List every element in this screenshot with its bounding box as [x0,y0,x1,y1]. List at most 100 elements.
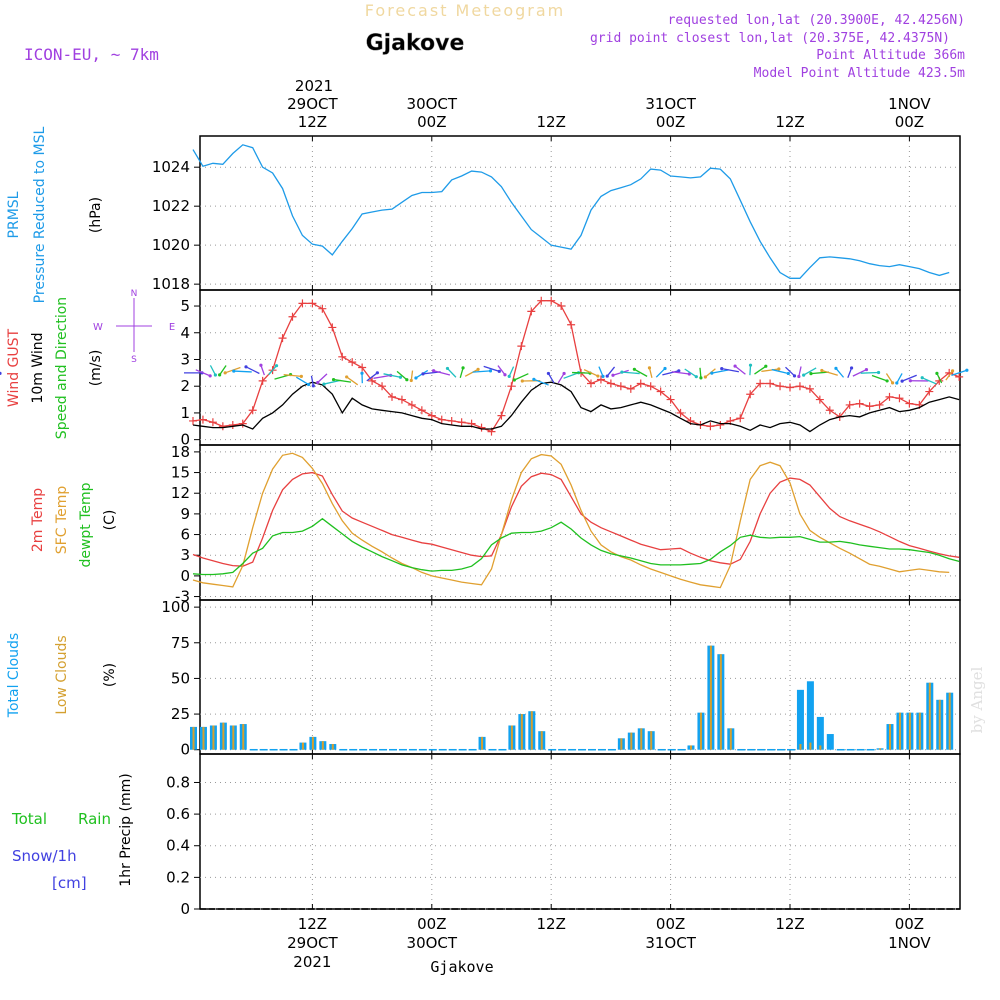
y-tick-label: 3 [180,350,190,368]
wind-direction-arrow [655,368,666,378]
wind-direction-arrowhead [632,367,636,371]
precip-snow-label: Snow/1h [12,847,77,865]
gust-marker [238,419,247,428]
wind-direction-arrowhead [720,367,724,371]
wind-direction-arrow [366,372,378,382]
wind-direction-arrow [433,370,451,376]
chart-area: 1018102010221024012345-30369121518025507… [0,95,969,971]
wind-direction-arrowhead [306,382,311,387]
gust-marker [905,399,914,408]
wind-direction-arrow [648,367,653,378]
wind-direction-arrowhead [431,369,436,373]
temp-sfc-label: SFC Temp [54,486,70,555]
gust-marker [716,420,725,429]
wind-direction-arrow [835,367,845,378]
y-tick-label: 18 [171,443,190,461]
wind-direction-arrow [821,369,838,376]
wind-direction-arrowhead [414,376,418,380]
gust-marker [656,387,665,396]
model-point-altitude: Model Point Altitude 423.5m [754,66,965,81]
wind-direction-arrow [447,367,457,378]
wind-direction-arrow [563,372,579,379]
gust-marker [417,406,426,415]
wind-direction-arrow [233,370,252,373]
total-cloud-bar [806,681,814,750]
low-cloud-bar [232,725,235,750]
top-hour-label: 00Z [417,113,446,131]
wind-direction-arrowhead [512,378,516,382]
top-date-label: 31OCT [645,95,696,113]
low-cloud-bar [690,745,692,750]
low-cloud-bar [620,738,623,750]
y-tick-label: 50 [171,669,190,687]
wind-direction-arrow [785,366,795,377]
gust-marker [587,379,595,388]
pressure-unit-label: (hPa) [88,197,104,233]
low-cloud-bar [192,726,195,750]
wind-10m-label: 10m Wind [30,332,46,403]
low-cloud-bar [709,645,712,750]
top-hour-label: 00Z [656,113,685,131]
low-cloud-bar [918,712,921,750]
grid-point-coords: grid point closest lon,lat (20.375E, 42.… [590,31,950,46]
wind-direction-arrowhead [792,374,797,378]
wind-direction-arrowhead [900,379,904,383]
wind-direction-arrow [497,365,506,376]
panel-wind: 0 1 2 3 4 5 [0,290,969,449]
gust-marker [676,408,685,417]
y-tick-label: 15 [171,464,190,482]
wind-direction-arrowhead [809,372,813,376]
gust-marker [547,296,556,305]
y-tick-label: 0 [180,567,190,585]
wind-direction-arrow [721,367,739,373]
gust-marker [388,392,396,401]
wind-direction-arrowhead [797,374,801,379]
gust-marker [786,383,794,392]
wind-direction-arrow [195,369,211,377]
gust-marker [865,402,874,411]
wind-direction-arrowhead [663,366,667,371]
wind-direction-arrowhead [421,372,425,376]
wind-direction-arrow [383,373,401,378]
wind-direction-arrowhead [259,363,263,367]
y-tick-label: 100 [161,598,190,616]
gust-marker [746,390,755,399]
wind-direction-arrow [684,368,697,378]
wind-direction-arrowhead [764,364,768,368]
y-tick-label: 3 [180,546,190,564]
bottom-hour-label: 00Z [417,915,446,933]
bottom-date-label: 30OCT [407,934,458,952]
wind-direction-arrowhead [218,373,222,377]
gust-marker [278,334,287,343]
wind-direction-arrow [209,365,216,376]
wind-direction-arrow [901,374,917,382]
wind-direction-arrowhead [710,371,714,375]
gust-marker [318,304,327,313]
wind-direction-arrow [936,373,943,384]
wind-direction-arrowhead [605,374,609,378]
wind-unit-label: (m/s) [88,350,104,387]
y-tick-label: 2 [180,377,190,395]
precip-rain-label: Rain [78,810,111,828]
top-hour-label: 12Z [537,113,566,131]
wind-direction-arrow [860,371,879,374]
series-sfc-temp [192,452,950,589]
gust-marker [825,406,834,415]
wind-direction-arrowhead [786,371,790,376]
gust-marker [845,400,854,409]
gust-marker [527,307,536,316]
low-cloud-bar [630,732,633,750]
temp-2m-label: 2m Temp [30,488,46,552]
y-tick-label: 1 [180,404,190,422]
wind-direction-arrow [798,366,802,377]
low-cloud-bar [202,726,205,750]
wind-direction-arrowhead [208,374,212,378]
bottom-hour-label: 00Z [656,915,685,933]
wind-direction-arrowhead [699,376,703,380]
wind-direction-arrowhead [497,369,501,373]
wind-direction-arrowhead [908,379,912,383]
gust-marker [666,395,675,404]
gust-marker [437,415,446,424]
low-cloud-bar [928,682,931,750]
top-date-label: 30OCT [407,95,458,113]
